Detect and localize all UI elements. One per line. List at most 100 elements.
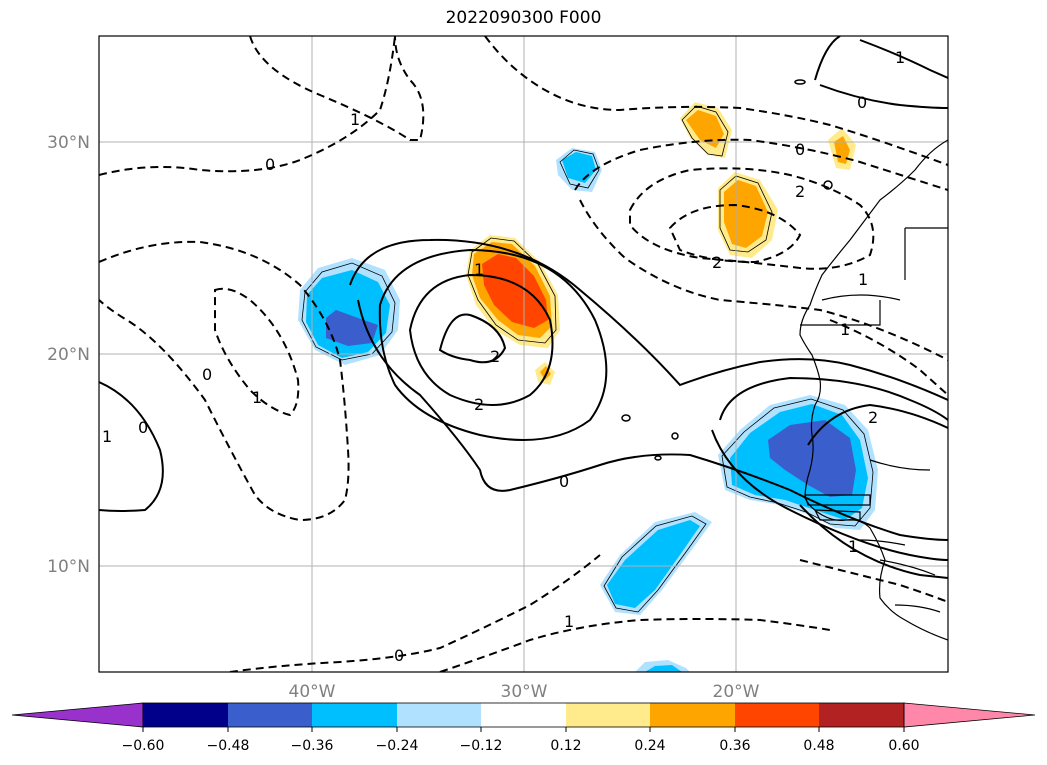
positive-anomaly-fill [482,254,548,328]
lat-label: 20°N [47,345,90,365]
contour-label: 2 [795,182,805,201]
contour-line [711,429,948,561]
contour-line [719,376,948,421]
contour-line [829,319,948,396]
colorbar-segment [312,703,397,727]
contour-island [654,455,662,461]
contour-line [408,273,554,406]
fill-outline [559,149,600,189]
contour-label: 2 [490,347,500,366]
contour-island [621,414,631,422]
contour-line [484,36,948,166]
contour-label: 1 [848,537,858,556]
negative-anomaly-fill [607,520,700,608]
contour-line [574,138,948,191]
contour-line [668,203,802,264]
contour-island [671,432,679,440]
positive-anomaly-fill [686,110,724,148]
contour-label: 0 [559,472,569,491]
contour-island [823,180,833,190]
lon-label: 20°W [713,682,760,702]
fill-outline [301,262,396,361]
contour-label: 0 [265,155,275,174]
contour-label: 0 [394,646,404,665]
contour-line [99,240,350,522]
positive-anomaly-fill [540,366,551,380]
contour-line [799,559,948,603]
contour-line [814,36,948,109]
contour-line [807,403,948,446]
contour-label: 2 [712,253,722,272]
contour-label: 0 [795,140,805,159]
coastline-path [800,227,948,613]
colorbar-segment [735,703,819,727]
colorbar-tick-label: −0.12 [460,738,503,754]
map-title: 2022090300 F000 [445,8,602,28]
colorbar-frame [142,702,905,728]
positive-anomaly-fill [724,180,768,248]
colorbar-segment [819,703,904,727]
fill-outline [719,175,773,253]
contour-label: 0 [202,365,212,384]
contour-line [99,36,396,176]
contour-label: 0 [857,93,867,112]
contour-label: 2 [474,395,484,414]
fill-outline [721,398,874,527]
contour-label: 1 [350,110,360,129]
contour-label: 1 [858,270,868,289]
colorbar-tick-label: 0.24 [634,738,665,754]
colorbar-extend-max [903,702,1036,728]
colorbar-tick-label: −0.60 [122,738,165,754]
solid-contours [99,36,948,579]
fill-outline [603,515,707,613]
colorbar-segment [228,703,312,727]
contour-line [229,554,601,672]
colorbar-segment [397,703,481,727]
graticule [99,36,948,672]
small-contour-islands [621,79,833,461]
fill-outline [467,237,557,344]
colorbar: −0.60 −0.48 −0.36 −0.24 −0.12 0.12 0.24 … [11,702,1036,754]
contour-label: 1 [840,320,850,339]
lat-label: 10°N [47,557,90,577]
colorbar-tick-label: 0.12 [550,738,581,754]
contour-labels: 1 0 1 0 0 2 2 1 2 2 1 0 1 1 0 1 1 0 2 1 … [102,48,905,665]
fill-outlines [301,105,874,613]
negative-anomaly-fill [645,665,682,672]
contour-label: 1 [564,612,574,631]
lat-label: 30°N [47,133,90,153]
contour-line [438,313,507,364]
colorbar-tick-label: 0.48 [803,738,834,754]
contour-line [629,167,875,270]
contour-island [794,79,806,85]
colorbar-tick-label: −0.48 [207,738,250,754]
contour-label: 0 [138,418,148,437]
contour-line [349,238,948,401]
negative-anomaly-fill [326,310,378,346]
dashed-contours [99,36,948,672]
colorbar-tick-label: −0.24 [376,738,419,754]
contour-line [439,618,831,672]
colorbar-extend-min [11,702,144,728]
coastline-path [799,139,948,641]
contour-label: 2 [868,408,878,427]
contour-line [357,299,948,541]
coastline [799,139,948,641]
colorbar-tick-label: 0.60 [888,738,919,754]
colorbar-ticks [142,727,905,732]
contour-line [859,39,948,79]
contour-line [249,36,425,141]
colorbar-segment [650,703,735,727]
lon-label: 30°W [501,682,548,702]
lon-label: 40°W [289,682,336,702]
contour-line [799,504,948,579]
coastline-path [804,494,871,521]
colorbar-tick-label: −0.36 [291,738,334,754]
contour-line [99,381,164,512]
map-plot: 1 0 1 0 0 2 2 1 2 2 1 0 1 1 0 1 1 0 2 1 … [99,36,948,672]
lon-labels: 40°W 30°W 20°W [289,682,760,702]
contour-label: 1 [474,260,484,279]
colorbar-tick-label: 0.36 [719,738,750,754]
colorbar-segment [566,703,650,727]
